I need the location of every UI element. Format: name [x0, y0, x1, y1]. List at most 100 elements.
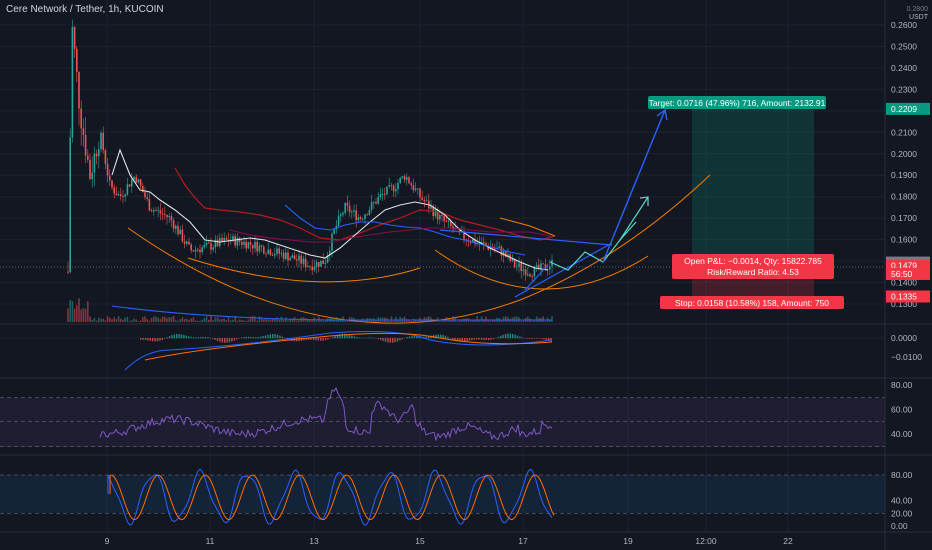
volume-bar	[551, 316, 553, 322]
macd-hist-bar	[200, 336, 202, 339]
candle-body	[502, 251, 505, 256]
candle-body	[159, 210, 162, 214]
candle-body	[538, 264, 540, 269]
macd-hist-bar	[545, 338, 547, 341]
volume-bar	[348, 316, 351, 322]
volume-bar	[337, 320, 340, 322]
candle-body	[408, 177, 410, 184]
macd-hist-bar	[154, 338, 156, 342]
macd-hist-bar	[392, 338, 394, 343]
volume-bar	[531, 320, 533, 322]
candle-body	[500, 246, 503, 256]
candle-body	[359, 217, 362, 220]
macd-hist-bar	[317, 338, 319, 341]
macd-hist-bar	[161, 338, 163, 340]
candle-body	[362, 218, 364, 220]
volume-bar	[417, 320, 419, 322]
macd-hist-bar	[411, 336, 413, 339]
candle-body	[225, 237, 228, 240]
macd-hist-bar	[322, 338, 324, 341]
stop-label[interactable]: Stop: 0.0158 (10.58%) 158, Amount: 750	[660, 296, 844, 309]
volume-bar	[364, 320, 366, 322]
time-tick-label: 12:00	[695, 536, 717, 546]
candle-body	[421, 197, 423, 200]
candle-body	[522, 269, 525, 271]
candle-body	[527, 274, 529, 276]
macd-hist-bar	[399, 338, 401, 341]
macd-hist-bar	[372, 337, 375, 339]
time-axis[interactable]: 9 11 13 15 17 19 12:00 22	[105, 536, 793, 546]
candle-body	[115, 193, 118, 196]
candle-body	[311, 266, 313, 271]
macd-hist-bar	[303, 338, 305, 341]
macd-hist-bar	[504, 334, 507, 339]
candle-body	[379, 194, 382, 198]
macd-hist-bar	[521, 337, 523, 339]
volume-bar	[489, 320, 492, 322]
macd-hist-bar	[459, 338, 461, 342]
macd-hist-bar	[312, 338, 315, 341]
volume-bar	[454, 316, 456, 322]
macd-hist-bar	[447, 336, 449, 339]
macd-hist-bar	[267, 334, 269, 339]
macd-hist-bar	[149, 338, 151, 341]
macd-hist-bar	[176, 334, 178, 339]
cup-arc-large	[127, 174, 711, 324]
volume-bar	[421, 320, 423, 322]
candle-body	[188, 241, 190, 245]
volume-bar	[181, 317, 184, 322]
macd-hist-bar	[252, 337, 255, 339]
macd-hist-bar	[240, 337, 243, 339]
volume-bar	[485, 316, 487, 322]
volume-bar	[340, 319, 342, 322]
candle-body	[364, 214, 366, 219]
candle-body	[247, 242, 250, 249]
macd-hist-bar	[526, 338, 528, 339]
candle-body	[254, 241, 256, 249]
candle-body	[144, 192, 146, 198]
volume-bar	[322, 320, 324, 322]
macd-hist-bar	[288, 338, 291, 341]
pnl-label[interactable]: Open P&L: −0.0014, Qty: 15822.785 Risk/R…	[672, 254, 834, 279]
macd-hist-bar	[389, 338, 391, 343]
volume-bar	[289, 318, 291, 322]
price-tick-label: 0.1700	[891, 213, 917, 223]
volume-bar	[491, 320, 494, 322]
stoch-d-line	[109, 474, 555, 521]
macd-pane	[0, 331, 885, 371]
candle-body	[104, 150, 107, 164]
candle-body	[238, 237, 241, 243]
candle-body	[172, 220, 175, 229]
candle-body	[296, 259, 298, 261]
candle-body	[155, 210, 157, 211]
symbol-title[interactable]: Cere Network / Tether, 1h, KUCOIN	[6, 4, 164, 15]
volume-bar	[487, 319, 489, 322]
candle-body	[95, 153, 98, 157]
candle-body	[135, 176, 137, 183]
volume-bar	[100, 318, 102, 322]
volume-bar	[238, 319, 241, 322]
candle-body	[120, 194, 122, 197]
candle-body	[436, 209, 439, 220]
candle-body	[419, 188, 421, 198]
candle-body	[483, 242, 485, 244]
volume-bar	[93, 317, 96, 322]
macd-hist-bar	[202, 336, 204, 339]
volume-bar	[439, 320, 441, 322]
volume-bar	[212, 320, 214, 322]
macd-hist-bar	[485, 338, 487, 341]
macd-hist-bar	[140, 338, 142, 340]
target-zone[interactable]	[692, 109, 814, 267]
candle-body	[168, 216, 170, 218]
macd-hist-bar	[339, 334, 341, 339]
candle-body	[260, 245, 263, 247]
macd-hist-bar	[396, 338, 399, 342]
volume-bar	[549, 319, 551, 322]
macd-hist-bar	[226, 338, 228, 343]
volume-bar	[443, 319, 445, 322]
target-label[interactable]: Target: 0.0716 (47.96%) 716, Amount: 213…	[648, 96, 826, 109]
candle-body	[269, 249, 272, 255]
macd-hist-bar	[142, 338, 144, 340]
volume-bar	[516, 316, 518, 322]
